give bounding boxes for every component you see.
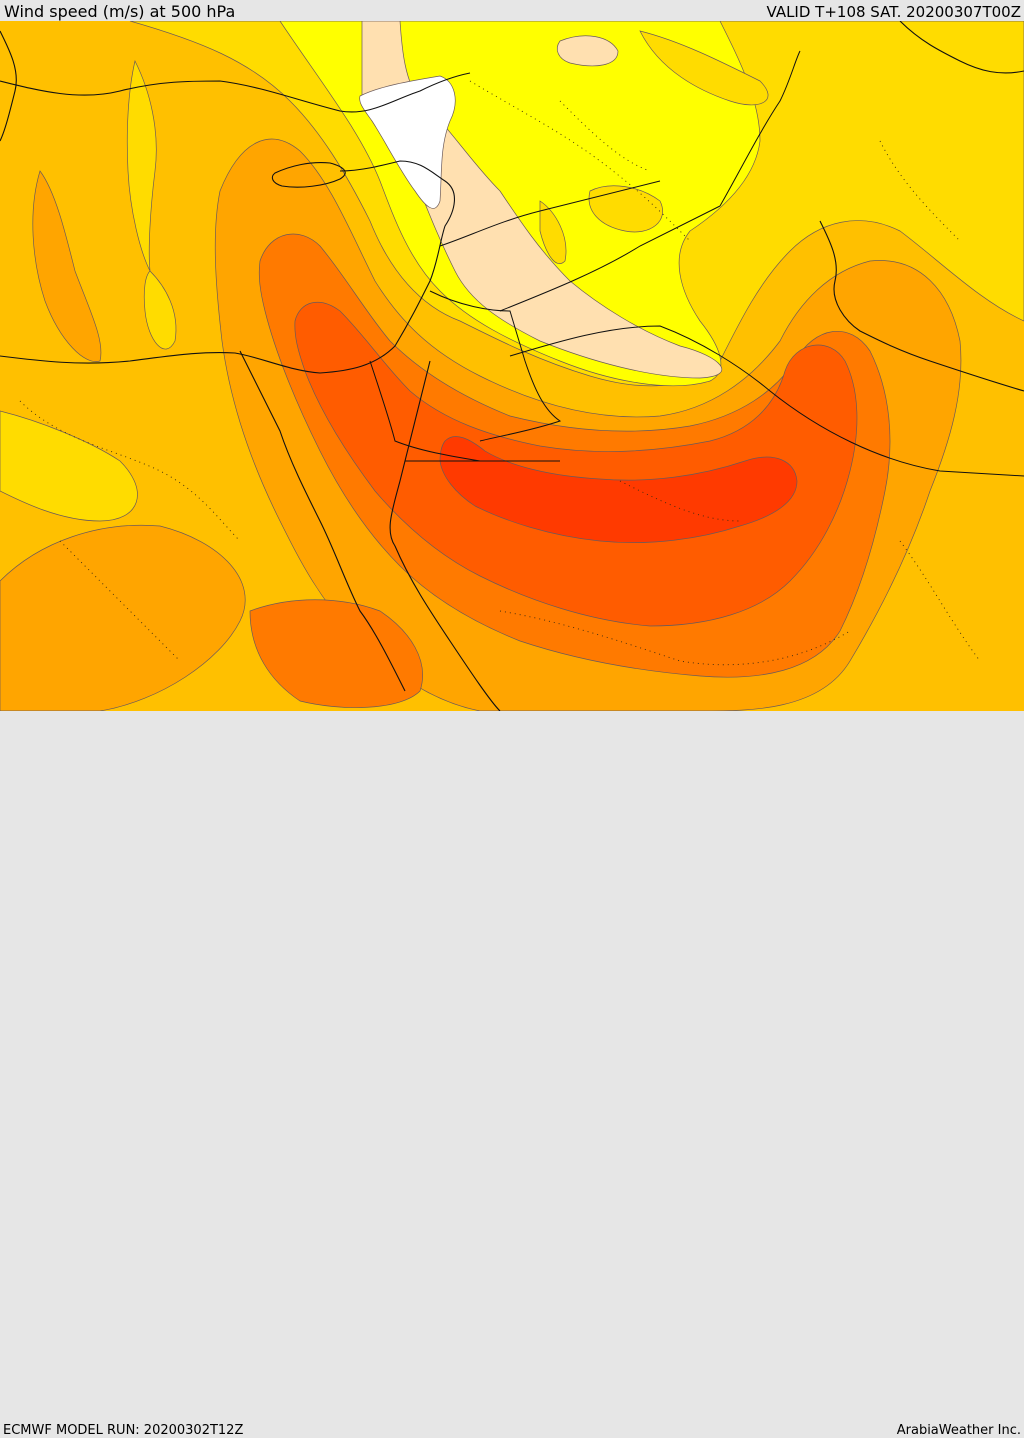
coastline-mediterranean [0, 160, 455, 374]
coastline-caspian [899, 21, 1024, 74]
border-egypt-saudi [369, 360, 481, 462]
band-peach-small [556, 35, 619, 67]
footer-bar: ECMWF MODEL RUN: 20200302T12Z ArabiaWeat… [0, 711, 1024, 1438]
map-title: Wind speed (m/s) at 500 hPa [4, 2, 236, 21]
border-turkey-syria [439, 180, 661, 247]
coastline-aegean [0, 30, 17, 142]
band-white [359, 75, 456, 209]
band-gold-northwest [126, 59, 157, 272]
wind-speed-map [0, 21, 1024, 711]
band-gold-patch-c [639, 30, 769, 106]
border-jordan [429, 290, 562, 442]
isoline-7 [59, 540, 181, 662]
coastline-red-sea-west [239, 350, 406, 692]
coastline-turkey [0, 72, 471, 113]
border-saudi-north [509, 325, 1024, 477]
coastline-cyprus [271, 162, 346, 188]
border-syria-iraq [499, 205, 721, 312]
map-canvas [0, 21, 1024, 711]
header-bar: Wind speed (m/s) at 500 hPa VALID T+108 … [0, 0, 1024, 21]
coastline-gulf [819, 220, 1024, 392]
border-iraq-iran [719, 50, 801, 207]
band-gold-patch-b [539, 200, 567, 264]
band-gold-west [0, 410, 138, 522]
band-red-orange [439, 436, 798, 543]
band-orange-light-sw [0, 524, 246, 711]
band-gold-patch-a [588, 185, 663, 233]
model-run: ECMWF MODEL RUN: 20200302T12Z [3, 1423, 244, 1438]
valid-time: VALID T+108 SAT. 20200307T00Z [766, 3, 1021, 21]
band-orange-dark [294, 302, 858, 627]
band-gold-streak [143, 270, 177, 350]
coastline-red-sea-east [389, 360, 501, 711]
band-orange-light-west [32, 170, 102, 362]
band-orange-sw [249, 599, 423, 708]
credit-text: ArabiaWeather Inc. [896, 1423, 1021, 1438]
